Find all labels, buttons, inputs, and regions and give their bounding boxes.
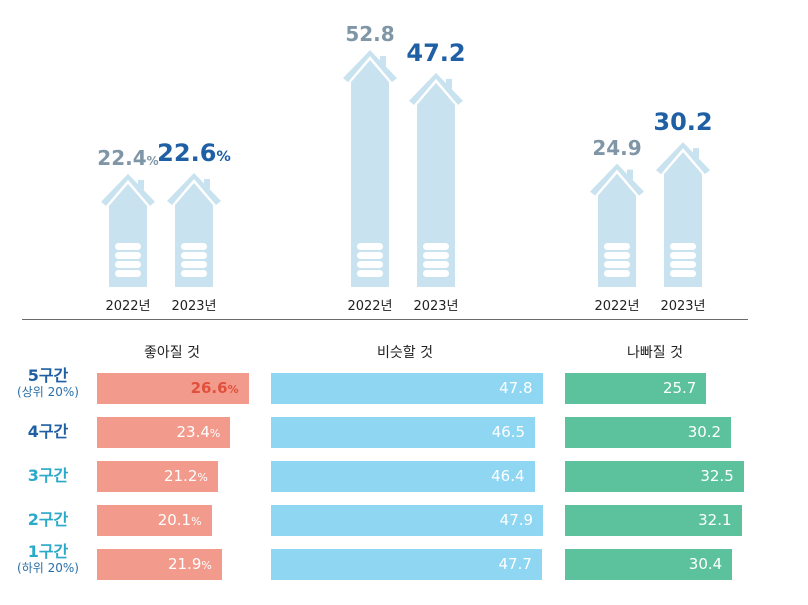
year-label: 2023년	[171, 299, 217, 314]
coin-stack-icon	[181, 270, 207, 277]
row-label: 2구간	[8, 511, 88, 529]
coin-stack-icon	[670, 243, 696, 250]
row-label-sub: (상위 20%)	[17, 385, 79, 399]
house-roof	[101, 173, 155, 206]
row-label-name: 1구간	[27, 542, 69, 561]
house-roof	[167, 173, 221, 206]
bar-value-label: 26.6%	[190, 379, 239, 397]
house-roof	[409, 72, 463, 105]
house-chimney	[380, 56, 386, 67]
house-body	[351, 60, 389, 287]
house-chimney	[446, 78, 452, 89]
house-roof	[656, 142, 710, 175]
year-label: 2022년	[347, 299, 393, 314]
row-label: 5구간 (상위 20%)	[8, 366, 88, 400]
coin-stack-icon	[181, 252, 207, 259]
row-label: 3구간	[8, 467, 88, 485]
coin-stack-icon	[670, 252, 696, 259]
bar: 30.4	[565, 549, 733, 580]
coin-stack-icon	[604, 270, 630, 277]
bar-value-label: 20.1%	[157, 511, 202, 529]
house-body	[598, 173, 636, 287]
house-value-label: 30.2	[653, 108, 713, 137]
column-header: 비슷할 것	[377, 345, 433, 361]
coin-stack-icon	[423, 261, 449, 268]
bar: 21.9%	[97, 549, 222, 580]
row-label-sub: (하위 20%)	[17, 561, 79, 575]
bar-value-label: 25.7	[662, 379, 697, 397]
bar: 30.2	[565, 417, 732, 448]
house-value-label: 52.8	[345, 22, 395, 47]
bar-value-label: 30.2	[687, 423, 722, 441]
bar: 26.6%	[97, 373, 249, 404]
house-chimney	[693, 148, 699, 159]
bar: 46.4	[271, 461, 535, 492]
house-value-label: 24.9	[592, 135, 642, 160]
coin-stack-icon	[357, 270, 383, 277]
year-label: 2023년	[413, 299, 459, 314]
bar: 46.5	[271, 417, 536, 448]
house-chimney	[138, 179, 144, 190]
bar-value-label: 47.8	[499, 379, 533, 397]
coin-stack-icon	[357, 252, 383, 259]
coin-stack-icon	[604, 261, 630, 268]
house-value-label: 47.2	[406, 38, 466, 67]
bar-value-label: 21.2%	[163, 467, 208, 485]
coin-stack-icon	[181, 261, 207, 268]
bar: 23.4%	[97, 417, 231, 448]
bar: 47.8	[271, 373, 543, 404]
house-chart	[101, 50, 710, 288]
coin-stack-icon	[670, 261, 696, 268]
house-value-label: 22.6%	[157, 139, 231, 168]
row-label: 1구간 (하위 20%)	[8, 542, 88, 576]
coin-stack-icon	[604, 252, 630, 259]
bar-value-label: 32.1	[698, 511, 732, 529]
bar: 32.5	[565, 461, 744, 492]
coin-stack-icon	[115, 261, 141, 268]
year-label: 2022년	[594, 299, 640, 314]
coin-stack-icon	[357, 243, 383, 250]
bar: 47.7	[271, 549, 542, 580]
coin-stack-icon	[115, 252, 141, 259]
bar-value-label: 32.5	[700, 467, 734, 485]
coin-stack-icon	[115, 243, 141, 250]
coin-stack-icon	[670, 270, 696, 277]
coin-stack-icon	[423, 270, 449, 277]
coin-stack-icon	[604, 243, 630, 250]
bar: 21.2%	[97, 461, 218, 492]
bar-value-label: 47.7	[498, 555, 532, 573]
house-value-label: 22.4%	[97, 145, 159, 170]
year-label: 2022년	[105, 299, 151, 314]
bar: 25.7	[565, 373, 707, 404]
bar: 47.9	[271, 505, 544, 536]
bar-value-label: 47.9	[499, 511, 534, 529]
coin-stack-icon	[357, 261, 383, 268]
bar-value-label: 46.5	[491, 423, 526, 441]
column-header: 나빠질 것	[627, 345, 683, 361]
coin-stack-icon	[181, 243, 207, 250]
column-header: 좋아질 것	[144, 345, 200, 361]
bar: 32.1	[565, 505, 742, 536]
divider-line	[22, 319, 748, 320]
year-label: 2023년	[660, 299, 706, 314]
house-chimney	[204, 179, 210, 190]
house-roof	[343, 50, 397, 83]
bar-value-label: 30.4	[688, 555, 723, 573]
bar: 20.1%	[97, 505, 212, 536]
bar-value-label: 23.4%	[176, 423, 221, 441]
row-label-name: 5구간	[27, 366, 69, 385]
coin-stack-icon	[115, 270, 141, 277]
coin-stack-icon	[423, 243, 449, 250]
row-label-name: 3구간	[27, 466, 69, 485]
house-chimney	[627, 169, 633, 180]
house-roof	[590, 163, 644, 196]
house-body	[417, 82, 455, 288]
bar-value-label: 21.9%	[167, 555, 212, 573]
coin-stack-icon	[423, 252, 449, 259]
bar-value-label: 46.4	[491, 467, 525, 485]
row-label-name: 2구간	[27, 510, 69, 529]
row-label-name: 4구간	[27, 422, 69, 441]
row-label: 4구간	[8, 423, 88, 441]
